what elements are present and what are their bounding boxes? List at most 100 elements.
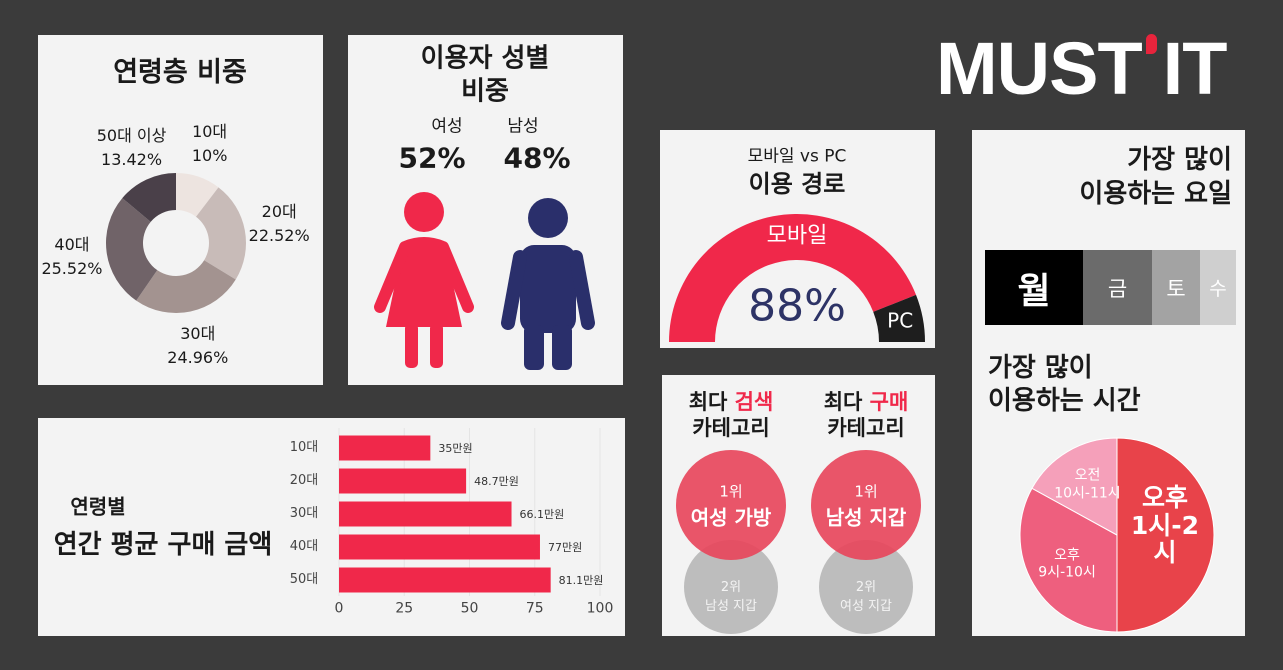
gender-share: 52% bbox=[398, 141, 466, 175]
y-tick-label: 50대 bbox=[289, 571, 319, 587]
donut-slice bbox=[196, 187, 246, 280]
gauge-segment bbox=[669, 214, 917, 342]
slice-label: 오후 9시-10시 bbox=[1038, 547, 1096, 581]
chart-title: 가장 많이 이용하는 시간 bbox=[988, 353, 1141, 416]
slice-value: 24.96% bbox=[167, 347, 229, 367]
slice-category: 20대 bbox=[261, 201, 297, 221]
rank-circle bbox=[811, 450, 921, 560]
column-heading: 최다 검색 카테고리 bbox=[666, 389, 796, 442]
female-icon bbox=[374, 192, 474, 368]
segment-label: PC bbox=[887, 308, 914, 333]
rank-circle bbox=[819, 540, 913, 634]
rank: 2위 bbox=[720, 579, 742, 595]
y-tick-label: 30대 bbox=[289, 505, 319, 521]
bar bbox=[339, 567, 551, 593]
rank-item: 남성 지갑 bbox=[825, 505, 907, 530]
logo-mark bbox=[1145, 34, 1157, 54]
value-label: 77만원 bbox=[547, 541, 583, 554]
panel: 이용자 성별 비중 여성 52% 남성 48% bbox=[348, 35, 623, 385]
pie-slice bbox=[1019, 487, 1118, 633]
chart-subtitle: 모바일 vs PC bbox=[747, 146, 847, 167]
slice-value: 10% bbox=[191, 145, 228, 165]
logo: MUST IT bbox=[936, 26, 1228, 111]
rank-circle bbox=[676, 450, 786, 560]
slice-value: 25.52% bbox=[41, 259, 103, 279]
rank: 2위 bbox=[855, 579, 877, 595]
chart-subtitle: 연령별 bbox=[70, 494, 126, 519]
male-icon bbox=[501, 198, 595, 370]
pie-slice bbox=[1031, 437, 1118, 536]
category-circles bbox=[676, 450, 921, 634]
donut-slice bbox=[136, 260, 236, 313]
slice-category: 50대 이상 bbox=[96, 125, 167, 145]
gauge-value: 88% bbox=[748, 280, 846, 332]
pie-slice bbox=[1116, 437, 1215, 633]
panel-title: 이용자 성별 비중 bbox=[420, 43, 550, 107]
rank-item: 남성 지갑 bbox=[705, 598, 757, 614]
x-tick-label: 100 bbox=[586, 600, 614, 617]
slice-category: 40대 bbox=[54, 235, 90, 255]
bar bbox=[339, 501, 512, 527]
chart-title: 이용 경로 bbox=[748, 170, 846, 198]
heading-text: 카테고리 bbox=[827, 416, 905, 440]
chart bbox=[1019, 437, 1215, 633]
panel: 연령별 연간 평균 구매 금액 0 25 50 75 100 10대 35만원 20대 48.7… bbox=[38, 418, 625, 636]
logo-text: MUST bbox=[936, 27, 1143, 110]
y-tick-label: 20대 bbox=[289, 472, 319, 488]
column-heading: 최다 구매 카테고리 bbox=[801, 389, 931, 442]
gauge-segment bbox=[873, 294, 925, 342]
chart bbox=[338, 428, 601, 596]
donut-slice bbox=[122, 173, 176, 222]
y-tick-label: 10대 bbox=[289, 439, 319, 455]
gender-label: 여성 bbox=[431, 116, 463, 137]
value-label: 48.7만원 bbox=[474, 475, 519, 488]
slice-label: 오후 1시-2시 bbox=[1130, 482, 1200, 567]
rank: 1위 bbox=[719, 482, 743, 501]
gender-icons bbox=[374, 192, 595, 370]
rank-circle bbox=[684, 540, 778, 634]
x-tick-label: 0 bbox=[334, 600, 344, 617]
x-tick-label: 25 bbox=[395, 600, 414, 617]
value-label: 66.1만원 bbox=[519, 508, 565, 521]
panel-title: 가장 많이 이용하는 요일 bbox=[1079, 145, 1232, 209]
heading-text: 카테고리 bbox=[692, 416, 770, 440]
weekday: 월 bbox=[985, 250, 1083, 325]
bar bbox=[339, 468, 467, 494]
heading-text: 최다 bbox=[688, 389, 728, 414]
weekday: 수 bbox=[1200, 250, 1236, 325]
x-tick-label: 75 bbox=[525, 600, 544, 617]
slice-category: 30대 bbox=[180, 323, 216, 343]
y-tick-label: 40대 bbox=[289, 538, 319, 554]
gender-share: 48% bbox=[503, 141, 571, 175]
heading-keyword: 검색 bbox=[734, 389, 774, 414]
panel: 연령층 비중 10대 10% 20대 22.52% 30대 24.96% 40대 25.52%… bbox=[38, 35, 323, 385]
weekday: 토 bbox=[1152, 250, 1200, 325]
slice-label: 오전 10시-11시 bbox=[1054, 467, 1121, 502]
donut-slice bbox=[106, 198, 158, 301]
bar bbox=[339, 534, 540, 560]
value-label: 35만원 bbox=[438, 442, 473, 455]
value-label: 81.1만원 bbox=[558, 574, 604, 587]
slice-category: 10대 bbox=[192, 121, 228, 141]
segment-label: 모바일 bbox=[766, 223, 828, 249]
rank-item: 여성 지갑 bbox=[840, 598, 892, 614]
chart bbox=[669, 214, 925, 342]
weekday: 금 bbox=[1083, 250, 1152, 325]
heading-keyword: 구매 bbox=[869, 389, 909, 414]
rank-item: 여성 가방 bbox=[690, 505, 772, 530]
donut-slice bbox=[176, 173, 219, 217]
logo-text: IT bbox=[1162, 27, 1228, 110]
heading-text: 최다 bbox=[823, 389, 863, 414]
bar bbox=[339, 435, 431, 461]
panel: 최다 검색 카테고리 1위 여성 가방 2위 남성 지갑 최다 구매 카테고리 1위 남성 지갑 2… bbox=[662, 375, 935, 636]
x-tick-label: 50 bbox=[460, 600, 479, 617]
chart-title: 연령층 비중 bbox=[113, 57, 247, 89]
chart bbox=[106, 173, 246, 313]
slice-value: 22.52% bbox=[248, 225, 310, 245]
gender-label: 남성 bbox=[507, 116, 539, 137]
slice-value: 13.42% bbox=[101, 149, 163, 169]
rank: 1위 bbox=[854, 482, 878, 501]
